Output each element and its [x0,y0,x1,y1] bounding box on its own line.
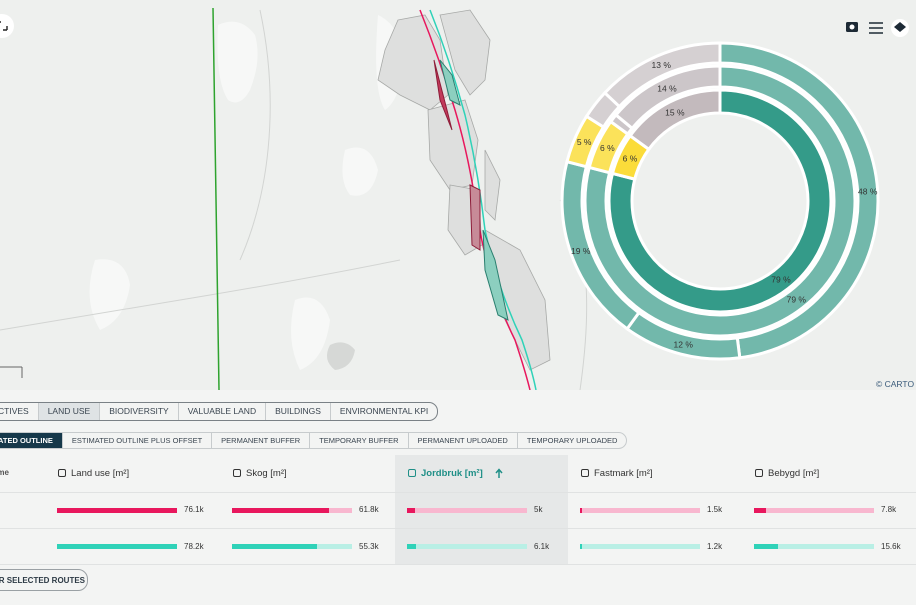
column-icon [233,469,241,477]
bar [754,507,767,513]
camera-button[interactable] [846,22,858,32]
table: name Land use [m²] Skog [m²] Jordbruk [m²] F… [0,455,916,565]
segment-label: 79 % [787,294,807,304]
row-divider [0,564,916,565]
column-header[interactable]: Bebygd [m²] [768,468,820,479]
bar [57,544,177,549]
tab[interactable]: ENVIRONMENTAL KPI [339,406,429,416]
column-header[interactable]: Land use [m²] [71,468,130,479]
donut-segment [613,64,722,131]
segment-label: 79 % [771,275,791,285]
cell-value: 55.3k [359,541,379,551]
segment-label: 5 % [577,137,592,147]
bar [232,544,317,549]
bar-track [407,544,527,549]
tab[interactable]: ATED OUTLINE [0,433,63,448]
column-header: name [0,468,9,477]
tab[interactable]: VALUABLE LAND [179,403,267,420]
filter-button[interactable] [869,22,883,34]
donut-chart: 79 % 6 % 15 % 79 % 6 % 14 % 48 % 12 % 19 % 5 % 13 … [560,41,880,361]
bar-track [580,507,700,513]
bar-track [580,544,700,549]
button[interactable]: R SELECTED ROUTES [0,569,88,591]
cell-value: 76.1k [184,505,204,514]
segment-label: 15 % [665,107,685,117]
fullscreen-button[interactable] [0,14,14,38]
tab-group: ATED OUTLINE ESTIMATED OUTLINE PLUS OFFSE… [0,432,628,449]
cell-value: 78.2k [184,541,204,551]
segment-label: 14 % [657,83,677,93]
cell-value: 5k [534,505,543,514]
column-icon [581,469,589,477]
tab-group: CTIVES LAND USE BIODIVERSITY VALUABLE LAND B… [0,402,439,421]
cell-value: 7.8k [881,505,897,514]
segment-label: 13 % [652,60,672,70]
donut-segment [628,88,722,152]
segment-label: 12 % [674,339,694,349]
attribution: © CARTO [876,379,914,389]
column-icon [58,469,66,477]
donut-segment [583,64,857,338]
column-header[interactable]: Jordbruk [m²] [421,468,483,479]
cell-value: 6.1k [534,541,550,551]
cell-value: 1.2k [707,541,723,551]
segment-label: 48 % [858,187,878,197]
bar [232,507,330,513]
column-header[interactable]: Skog [m²] [246,468,287,479]
bar-track [754,544,874,549]
row-divider [0,528,916,529]
lake [326,342,355,370]
tab[interactable]: PERMANENT BUFFER [212,433,311,448]
tab[interactable]: ESTIMATED OUTLINE PLUS OFFSET [63,433,213,448]
bar [57,507,177,513]
segment-label: 6 % [600,143,615,153]
column-icon [408,469,416,477]
tab[interactable]: LAND USE [38,403,101,420]
row-divider [0,492,916,493]
bar-track [754,507,874,513]
column-icon [755,469,763,477]
bar [407,507,415,513]
bar [580,507,583,513]
bar [407,544,417,549]
tab[interactable]: BIODIVERSITY [100,403,179,420]
segment-label: 19 % [571,246,591,256]
bar [580,544,582,549]
cell-value: 15.6k [881,541,901,551]
boundary-line [212,7,220,390]
tab[interactable]: TEMPORARY BUFFER [310,433,409,448]
donut-segment [602,41,722,109]
sort-arrow [495,468,503,478]
segment-label: 6 % [623,154,638,164]
cell-value: 1.5k [707,505,723,514]
routes [419,9,537,390]
tab[interactable]: TEMPORARY UPLOADED [526,436,618,445]
donut-segment [607,88,833,314]
tab[interactable]: BUILDINGS [266,403,331,420]
tab[interactable]: PERMANENT UPLOADED [409,433,518,448]
bar [754,544,778,549]
column-header[interactable]: Fastmark [m²] [594,468,653,479]
bar-track [407,507,527,513]
tab[interactable]: CTIVES [0,403,39,420]
cell-value: 61.8k [359,505,379,514]
layers-button[interactable] [891,19,909,37]
map: 79 % 6 % 15 % 79 % 6 % 14 % 48 % 12 % 19 % 5 % 13 … [0,7,915,390]
